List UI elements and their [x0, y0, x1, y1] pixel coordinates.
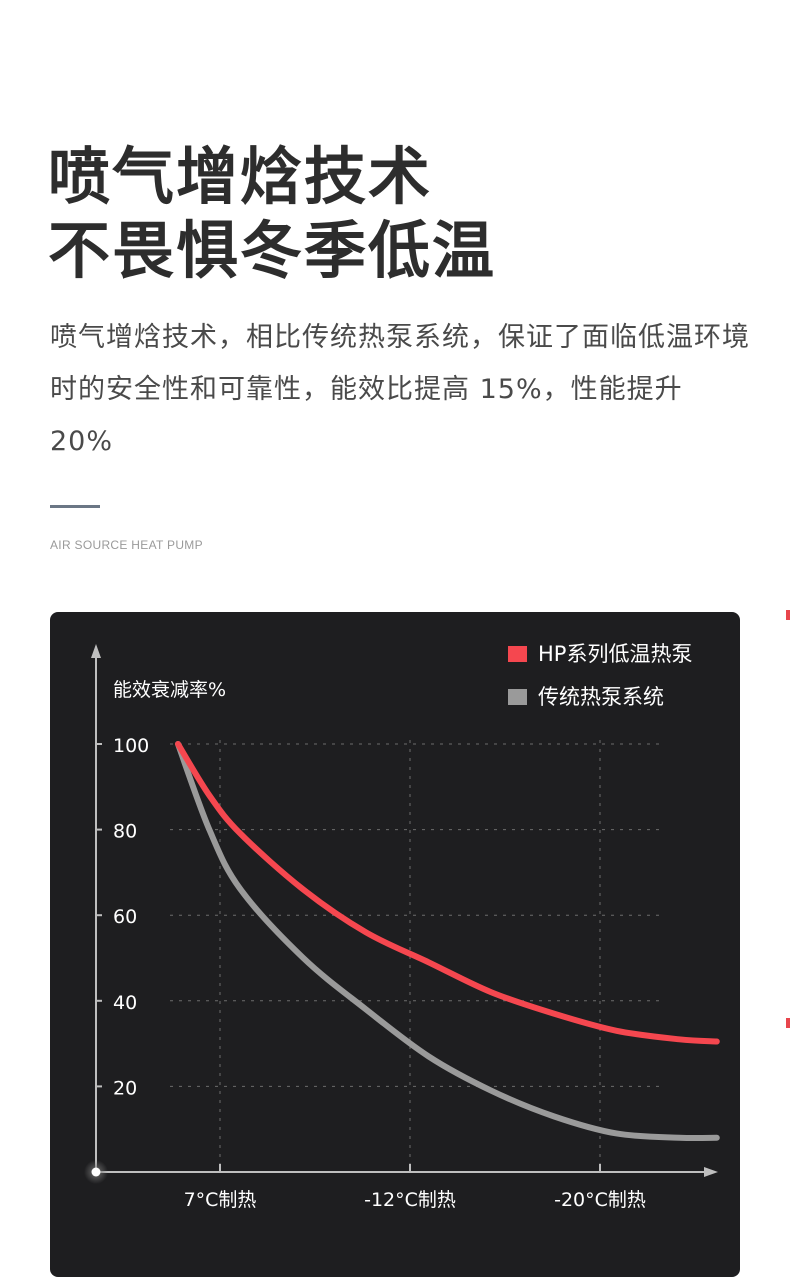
edge-accent-mark — [786, 1018, 790, 1028]
legend-swatch — [508, 689, 527, 705]
x-tick-label: -12°C制热 — [364, 1189, 456, 1211]
y-tick-label: 60 — [113, 906, 137, 928]
x-tick-label: -20°C制热 — [554, 1189, 646, 1211]
section-divider — [50, 505, 100, 508]
y-axis-label: 能效衰减率% — [113, 679, 226, 701]
legend-label: 传统热泵系统 — [538, 685, 664, 709]
headline-line-1: 喷气增焓技术 — [48, 140, 433, 213]
series-line-traditional — [175, 741, 720, 1142]
y-tick-label: 80 — [113, 821, 137, 843]
legend-swatch — [508, 646, 527, 662]
headline: 喷气增焓技术 不畏惧冬季低温 — [48, 140, 496, 288]
chart-panel: 20 40 60 80 100 7°C制热 -12°C制热 -20°C制热 能效衰减率% HP… — [50, 612, 740, 1277]
headline-line-2: 不畏惧冬季低温 — [48, 214, 497, 287]
efficiency-chart: 20 40 60 80 100 7°C制热 -12°C制热 -20°C制热 能效衰减率% HP… — [84, 642, 720, 1211]
legend-label: HP系列低温热泵 — [538, 642, 692, 666]
y-tick-label: 100 — [113, 735, 149, 757]
x-tick-label: 7°C制热 — [184, 1189, 257, 1211]
x-axis-arrow-icon — [704, 1167, 718, 1177]
y-tick-label: 40 — [113, 992, 137, 1014]
origin-dot-icon — [91, 1167, 101, 1177]
description-paragraph: 喷气增焓技术，相比传统热泵系统，保证了面临低温环境时的安全性和可靠性，能效比提高… — [50, 322, 750, 457]
y-axis-arrow-icon — [91, 644, 101, 658]
caption-text: AIR SOURCE HEAT PUMP — [50, 538, 203, 552]
edge-accent-mark — [786, 610, 790, 620]
y-tick-label: 20 — [113, 1077, 137, 1099]
series-line-hp — [175, 741, 720, 1045]
